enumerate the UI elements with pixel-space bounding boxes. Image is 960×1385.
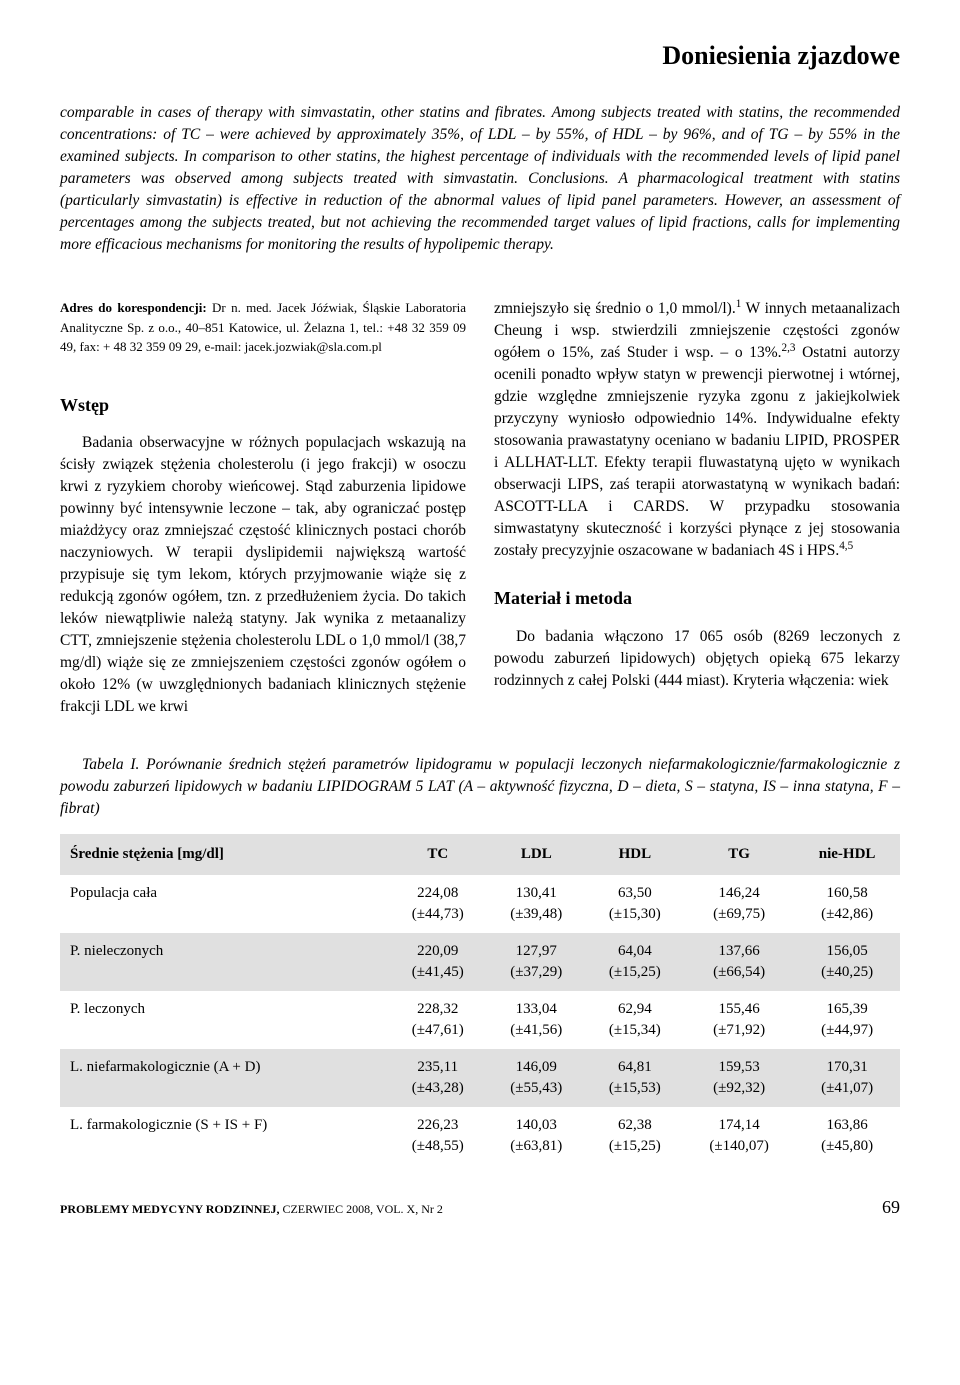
right-paragraph-2: Do badania włączono 17 065 osób (8269 le… — [494, 626, 900, 692]
data-cell: 224,08(±44,73) — [389, 875, 488, 933]
data-cell: 62,94(±15,34) — [586, 991, 685, 1049]
right-paragraph-1: zmniejszyło się średnio o 1,0 mmol/l).1 … — [494, 298, 900, 562]
table-header-cell: nie-HDL — [794, 834, 900, 875]
data-cell: 159,53(±92,32) — [684, 1049, 794, 1107]
row-label: L. farmakologicznie (S + IS + F) — [60, 1107, 389, 1165]
data-cell: 64,04(±15,25) — [586, 933, 685, 991]
data-cell: 64,81(±15,53) — [586, 1049, 685, 1107]
right-column: zmniejszyło się średnio o 1,0 mmol/l).1 … — [494, 298, 900, 718]
data-cell: 165,39(±44,97) — [794, 991, 900, 1049]
data-cell: 228,32(±47,61) — [389, 991, 488, 1049]
row-label: P. nieleczonych — [60, 933, 389, 991]
data-cell: 146,09(±55,43) — [487, 1049, 586, 1107]
data-cell: 170,31(±41,07) — [794, 1049, 900, 1107]
data-cell: 146,24(±69,75) — [684, 875, 794, 933]
table-row: P. nieleczonych220,09(±41,45)127,97(±37,… — [60, 933, 900, 991]
footer-citation: PROBLEMY MEDYCYNY RODZINNEJ, CZERWIEC 20… — [60, 1201, 443, 1218]
table-caption: Tabela I. Porównanie średnich stężeń par… — [60, 754, 900, 820]
correspondence: Adres do korespondencji: Adres do koresp… — [60, 298, 466, 357]
table-header-cell: HDL — [586, 834, 685, 875]
table-row: L. farmakologicznie (S + IS + F)226,23(±… — [60, 1107, 900, 1165]
left-column: Adres do korespondencji: Adres do koresp… — [60, 298, 466, 718]
data-cell: 155,46(±71,92) — [684, 991, 794, 1049]
section-header: Doniesienia zjazdowe — [60, 38, 900, 74]
data-cell: 220,09(±41,45) — [389, 933, 488, 991]
body-columns: Adres do korespondencji: Adres do koresp… — [60, 298, 900, 718]
data-cell: 163,86(±45,80) — [794, 1107, 900, 1165]
data-cell: 160,58(±42,86) — [794, 875, 900, 933]
table-header-cell: LDL — [487, 834, 586, 875]
row-label: P. leczonych — [60, 991, 389, 1049]
table-row: Populacja cała224,08(±44,73)130,41(±39,4… — [60, 875, 900, 933]
table-row: P. leczonych228,32(±47,61)133,04(±41,56)… — [60, 991, 900, 1049]
data-cell: 133,04(±41,56) — [487, 991, 586, 1049]
data-cell: 156,05(±40,25) — [794, 933, 900, 991]
data-cell: 127,97(±37,29) — [487, 933, 586, 991]
page-number: 69 — [882, 1195, 900, 1220]
abstract-text: comparable in cases of therapy with simv… — [60, 102, 900, 256]
data-cell: 140,03(±63,81) — [487, 1107, 586, 1165]
row-label: L. niefarmakologicznie (A + D) — [60, 1049, 389, 1107]
table-header-cell: TG — [684, 834, 794, 875]
section-heading-material: Materiał i metoda — [494, 586, 900, 611]
table-row: L. niefarmakologicznie (A + D)235,11(±43… — [60, 1049, 900, 1107]
page-footer: PROBLEMY MEDYCYNY RODZINNEJ, CZERWIEC 20… — [60, 1195, 900, 1220]
data-cell: 130,41(±39,48) — [487, 875, 586, 933]
table-header-cell: Średnie stężenia [mg/dl] — [60, 834, 389, 875]
data-cell: 62,38(±15,25) — [586, 1107, 685, 1165]
data-cell: 235,11(±43,28) — [389, 1049, 488, 1107]
lipid-table: Średnie stężenia [mg/dl]TCLDLHDLTGnie-HD… — [60, 834, 900, 1165]
section-heading-wstep: Wstęp — [60, 393, 466, 418]
data-cell: 137,66(±66,54) — [684, 933, 794, 991]
row-label: Populacja cała — [60, 875, 389, 933]
data-cell: 63,50(±15,30) — [586, 875, 685, 933]
data-cell: 174,14(±140,07) — [684, 1107, 794, 1165]
data-cell: 226,23(±48,55) — [389, 1107, 488, 1165]
table-header-cell: TC — [389, 834, 488, 875]
left-paragraph: Badania obserwacyjne w różnych populacja… — [60, 432, 466, 718]
